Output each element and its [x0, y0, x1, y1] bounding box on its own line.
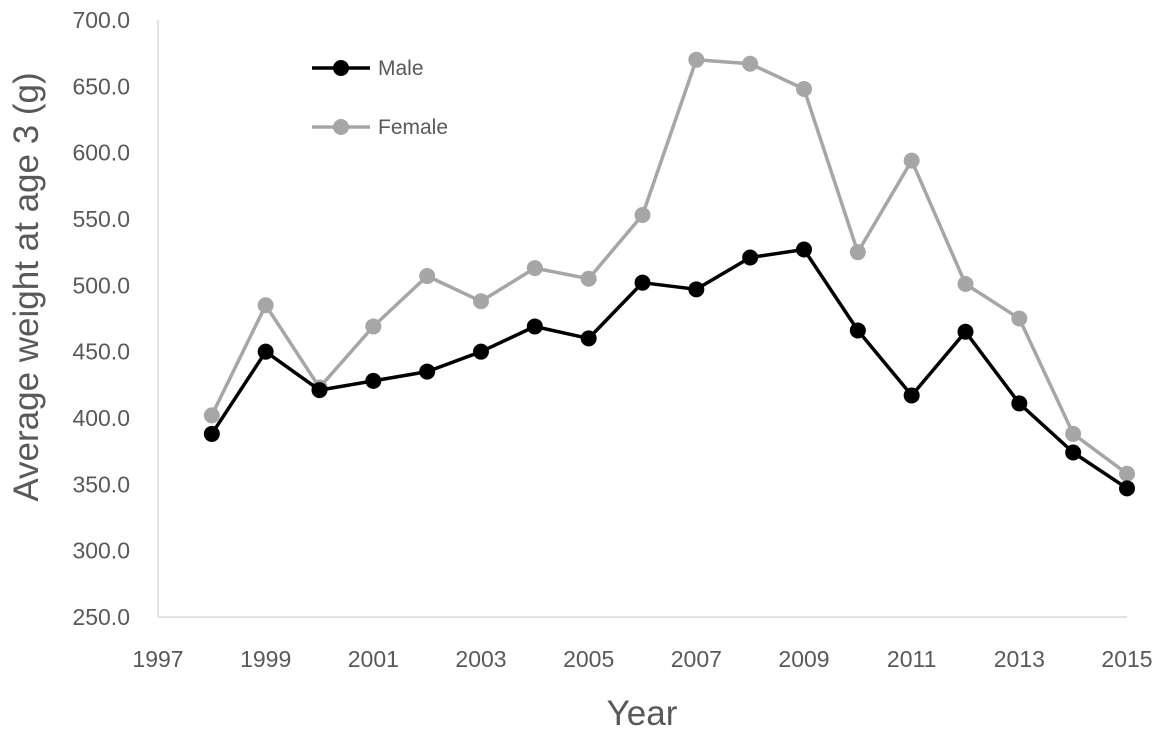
- y-tick-label: 450.0: [72, 339, 130, 365]
- legend-label: Female: [378, 116, 448, 139]
- data-point-female: [742, 55, 759, 72]
- data-point-male: [688, 281, 705, 298]
- series-layer: [203, 51, 1135, 497]
- x-tick-label: 2005: [563, 646, 614, 672]
- y-tick-label: 300.0: [72, 538, 130, 564]
- data-point-male: [849, 322, 866, 339]
- x-tick-label: 2011: [887, 646, 936, 672]
- data-point-female: [526, 260, 543, 277]
- x-tick-label: 2001: [348, 646, 399, 672]
- data-point-female: [903, 152, 920, 169]
- legend-item-female: Female: [312, 116, 448, 139]
- legend: Male Female: [312, 57, 448, 139]
- data-point-male: [957, 323, 974, 340]
- data-point-male: [365, 372, 382, 389]
- data-point-male: [796, 241, 812, 258]
- data-point-female: [1065, 425, 1082, 442]
- axes: 250.0 300.0 350.0 400.0 450.0 500.0 550.0 600.0…: [72, 7, 1152, 672]
- legend-label: Male: [378, 57, 424, 80]
- data-point-male: [742, 249, 759, 266]
- y-tick-label: 650.0: [72, 73, 130, 99]
- data-point-male: [903, 387, 920, 404]
- data-point-female: [849, 244, 866, 261]
- series-line-female: [210, 58, 1129, 476]
- data-point-male: [419, 363, 436, 380]
- y-tick-label: 350.0: [72, 471, 130, 497]
- data-point-female: [1011, 310, 1028, 327]
- data-point-female: [796, 80, 812, 97]
- data-point-male: [311, 382, 328, 399]
- y-axis-title: Average weight at age 3 (g): [7, 72, 46, 501]
- data-point-female: [365, 318, 382, 335]
- x-tick-label: 1997: [132, 646, 183, 672]
- x-tick-label: 1999: [240, 646, 291, 672]
- x-tick-label: 2003: [455, 646, 506, 672]
- series-female: [203, 51, 1135, 482]
- legend-swatch-marker: [333, 60, 349, 76]
- data-point-female: [257, 297, 274, 314]
- data-point-female: [203, 407, 220, 424]
- data-point-female: [688, 51, 705, 68]
- data-point-female: [419, 268, 436, 285]
- y-tick-label: 400.0: [72, 405, 130, 431]
- data-point-male: [257, 343, 274, 360]
- legend-swatch-marker: [333, 119, 349, 135]
- series-male: [203, 241, 1135, 497]
- data-point-female: [957, 276, 974, 293]
- data-point-male: [1011, 395, 1028, 412]
- x-axis-title: Year: [607, 694, 678, 732]
- x-tick-label: 2009: [778, 646, 829, 672]
- x-tick-label: 2015: [1101, 646, 1152, 672]
- data-point-female: [473, 293, 489, 310]
- x-tick-label: 2013: [994, 646, 1045, 672]
- data-point-male: [1119, 480, 1135, 497]
- y-tick-label: 250.0: [72, 604, 130, 630]
- series-line-male: [210, 247, 1128, 490]
- data-point-female: [1119, 465, 1135, 482]
- data-point-male: [1065, 444, 1082, 461]
- y-tick-label: 550.0: [72, 206, 130, 232]
- data-point-male: [526, 318, 543, 335]
- data-point-female: [634, 207, 651, 224]
- x-tick-label: 2007: [671, 646, 722, 672]
- data-point-male: [634, 274, 651, 291]
- y-tick-label: 700.0: [72, 7, 130, 33]
- y-tick-label: 500.0: [72, 272, 130, 298]
- data-point-male: [203, 425, 220, 442]
- data-point-female: [580, 270, 597, 287]
- data-point-male: [473, 343, 489, 360]
- y-tick-label: 600.0: [72, 140, 130, 166]
- data-point-male: [580, 330, 597, 347]
- legend-item-male: Male: [312, 57, 424, 80]
